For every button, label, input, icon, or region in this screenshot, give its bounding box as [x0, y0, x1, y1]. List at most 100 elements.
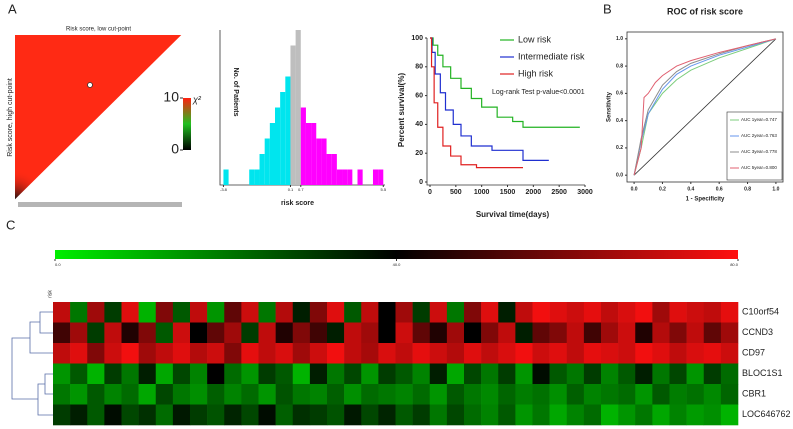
heatmap-cell: [720, 404, 739, 426]
heatmap-cell: [172, 384, 191, 405]
heatmap-cell: [275, 322, 294, 344]
heatmap-cell: [549, 322, 568, 344]
heatmap-cell: [412, 404, 431, 426]
heatmap-cell: [395, 384, 413, 405]
heatmap-cell: [104, 363, 122, 385]
heatmap-cell: [361, 322, 379, 344]
heatmap-cell: [635, 404, 653, 426]
heatmap-cell: [275, 384, 294, 405]
heatmap-cell: [378, 343, 396, 364]
heatmap-cell: [549, 363, 568, 385]
heatmap-cell: [652, 384, 670, 405]
y-tick-label: 80: [415, 64, 423, 71]
heatmap-cell: [53, 322, 71, 344]
heatmap-cell: [344, 302, 362, 323]
heatmap-cell: [190, 343, 208, 364]
legend-label: Intermediate risk: [518, 51, 585, 61]
panel-label: B: [603, 1, 612, 16]
heatmap-cell: [104, 322, 122, 344]
heatmap-cell: [686, 404, 705, 426]
heatmap-cell: [104, 343, 122, 364]
heatmap-cell: [87, 343, 105, 364]
histogram-bar: [295, 30, 301, 185]
histogram-bar: [311, 123, 317, 185]
heatmap-cell: [601, 384, 619, 405]
x-tick-label: 5.5: [381, 187, 387, 192]
series-line: [633, 38, 777, 176]
heatmap-cell: [618, 384, 636, 405]
heatmap-cell: [446, 384, 465, 405]
x-title: Survival time(days): [476, 210, 550, 219]
x-tick-label: 0.1: [288, 187, 294, 192]
heatmap-cell: [618, 302, 636, 323]
heatmap-cell: [87, 363, 105, 385]
heatmap-cell: [412, 363, 431, 385]
legend-label: High risk: [518, 68, 554, 78]
heatmap-cell: [686, 302, 705, 323]
heatmap-cell: [515, 363, 533, 385]
heatmap-cell: [138, 404, 157, 426]
heatmap-cell: [686, 343, 705, 364]
heatmap-cell: [155, 343, 174, 364]
heatmap-cell: [70, 322, 88, 344]
heatmap-cell: [207, 363, 225, 385]
heatmap-cell: [395, 404, 413, 426]
heatmap-cell: [412, 322, 431, 344]
heatmap-cell: [224, 384, 242, 405]
heatmap-cell: [327, 302, 345, 323]
series-line: [430, 37, 580, 128]
heatmap-cell: [172, 322, 191, 344]
x-tick-label: 1000: [474, 189, 490, 196]
heatmap-cell: [515, 384, 533, 405]
heatmap-cell: [275, 404, 294, 426]
heatmap-cell: [344, 404, 362, 426]
colorbar-tick-label: 40.0: [393, 262, 402, 267]
heatmap-cell: [515, 322, 533, 344]
heatmap-cell: [583, 302, 602, 323]
heatmap-cell: [70, 384, 88, 405]
heatmap-cell: [190, 404, 208, 426]
heatmap-cell: [652, 343, 670, 364]
histogram-bar: [321, 138, 327, 185]
histogram-bar: [342, 169, 348, 185]
heatmap-cell: [429, 322, 448, 344]
heatmap-cell: [395, 302, 413, 323]
heatmap-cell: [292, 322, 311, 344]
heatmap-cell: [720, 343, 739, 364]
heatmap-cell: [53, 343, 71, 364]
heatmap-cell: [566, 404, 585, 426]
heatmap-cell: [275, 343, 294, 364]
histogram-bar: [316, 138, 322, 185]
histogram-bar: [331, 154, 337, 185]
heatmap-cell: [344, 363, 362, 385]
legend-box: [726, 111, 783, 181]
heatmap-cell: [155, 363, 174, 385]
heatmap-cell: [515, 302, 533, 323]
panel-label: C: [6, 217, 15, 232]
heatmap-cell: [549, 302, 568, 323]
heatmap-cell: [464, 322, 482, 344]
heatmap-cell: [635, 384, 653, 405]
y-tick-label: 0.6: [616, 91, 623, 97]
column-label: risk: [47, 290, 53, 298]
heatmap-cell: [53, 404, 71, 426]
heatmap-cell: [481, 322, 499, 344]
x-tick-label: 0.2: [659, 186, 666, 192]
heatmap-cell: [481, 384, 499, 405]
heatmap-cell: [703, 404, 722, 426]
series-line: [430, 37, 549, 161]
row-label: CD97: [742, 348, 765, 358]
heatmap-cell: [87, 302, 105, 323]
histogram-bar: [275, 107, 281, 185]
heatmap-cell: [429, 363, 448, 385]
heatmap-cell: [121, 404, 139, 426]
heatmap-cell: [172, 404, 191, 426]
heatmap-cell: [549, 404, 568, 426]
heatmap-cell: [361, 343, 379, 364]
y-tick-label: 40: [415, 121, 423, 128]
heatmap-cell: [292, 343, 311, 364]
histogram-bar: [249, 169, 255, 185]
heatmap-cell: [515, 343, 533, 364]
heatmap-cell: [155, 322, 174, 344]
histogram-bar: [264, 138, 270, 185]
